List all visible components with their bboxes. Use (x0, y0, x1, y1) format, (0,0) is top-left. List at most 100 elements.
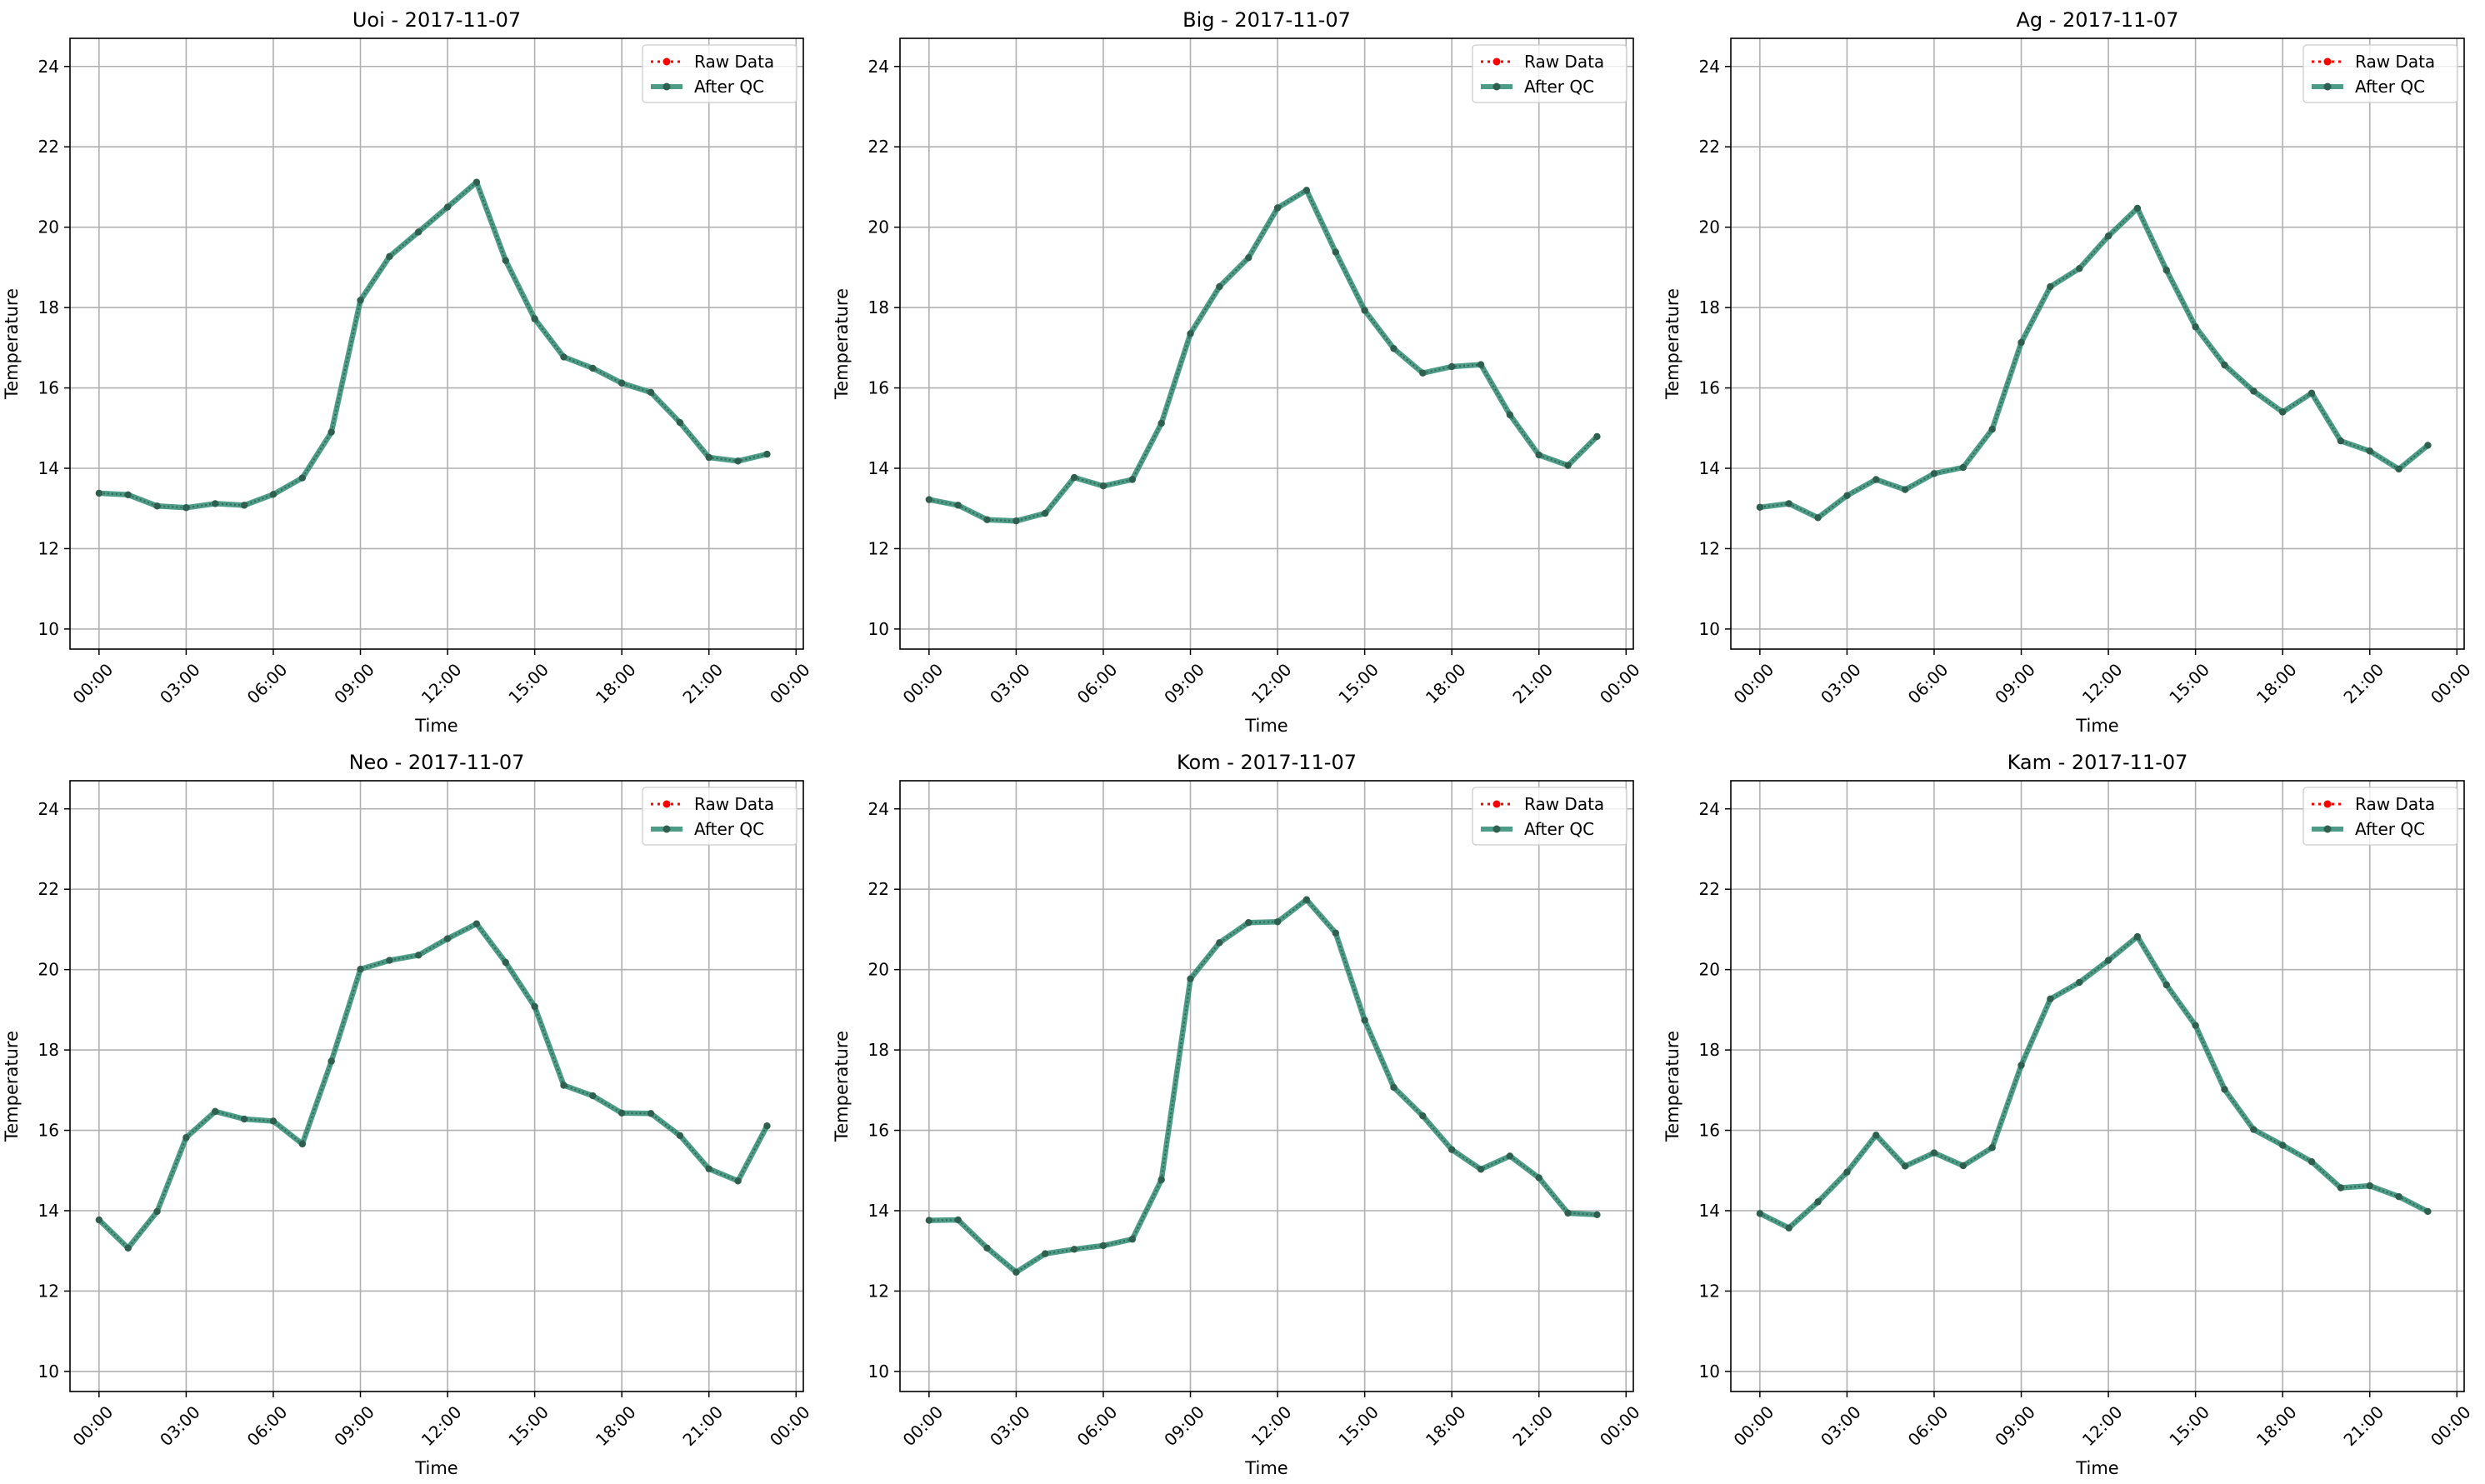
raw-point (1758, 1212, 1762, 1216)
raw-point (300, 1142, 305, 1147)
raw-point (1218, 284, 1222, 289)
series-raw-line (98, 922, 768, 1250)
raw-point (97, 1217, 102, 1222)
x-tick-label: 09:00 (330, 659, 378, 707)
legend-qc-marker (1492, 825, 1501, 833)
legend-qc-marker (1492, 82, 1501, 91)
series-group (925, 187, 1601, 525)
legend: Raw Data After QC (1472, 787, 1628, 846)
y-tick-label: 18 (1699, 1040, 1720, 1060)
y-tick-label: 24 (1699, 799, 1720, 819)
x-tick-label: 21:00 (2339, 1402, 2388, 1450)
raw-point (503, 960, 508, 965)
raw-point (1275, 206, 1280, 210)
subplot: 00:00 03:00 06:00 09:00 12:00 15:00 18:00 21:00… (2, 8, 814, 736)
raw-point (329, 1059, 333, 1063)
legend-raw-marker (1492, 800, 1501, 808)
raw-point (1247, 921, 1251, 925)
y-tick-label: 24 (38, 799, 59, 819)
raw-point (1566, 1211, 1570, 1216)
raw-point (474, 180, 479, 184)
x-tick-label: 18:00 (2252, 1402, 2301, 1450)
raw-point (2019, 340, 2023, 345)
y-axis-label: Temperature (2, 1031, 22, 1142)
raw-point (1478, 362, 1483, 367)
raw-point (1758, 505, 1762, 509)
legend-raw-marker (662, 800, 671, 808)
y-tick-label: 16 (868, 378, 889, 398)
subplot-title: Uoi - 2017-11-07 (352, 8, 521, 32)
raw-point (1362, 1018, 1367, 1022)
raw-point (2078, 980, 2082, 985)
raw-point (184, 506, 188, 510)
raw-point (445, 205, 450, 209)
grid (900, 781, 1633, 1392)
plot-area (1731, 38, 2464, 649)
x-tick-label: 00:00 (766, 1402, 814, 1450)
raw-point (1787, 1226, 1791, 1230)
legend-raw-label: Raw Data (1524, 794, 1604, 814)
raw-point (1508, 412, 1512, 417)
legend-qc-marker (662, 825, 671, 833)
series-raw-line (98, 180, 768, 509)
grid (1731, 38, 2464, 649)
raw-point (927, 1218, 932, 1222)
y-tick-label: 10 (868, 619, 889, 639)
x-tick-label: 18:00 (1422, 1402, 1470, 1450)
subplot: 00:00 03:00 06:00 09:00 12:00 15:00 18:00 21:00… (1662, 8, 2475, 736)
x-axis-label: Time (414, 1458, 458, 1478)
x-tick-label: 12:00 (418, 1402, 466, 1450)
x-tick-label: 00:00 (1596, 1402, 1644, 1450)
x-tick-label: 03:00 (1817, 659, 1865, 707)
x-tick-label: 00:00 (1596, 659, 1644, 707)
legend-qc-marker (2323, 82, 2332, 91)
x-tick-label: 12:00 (1248, 1402, 1296, 1450)
raw-point (2193, 325, 2198, 329)
x-tick-label: 09:00 (1160, 1402, 1208, 1450)
axes-frame (899, 780, 1634, 1392)
legend-qc-label: After QC (1524, 819, 1594, 839)
y-tick-label: 20 (868, 960, 889, 980)
raw-point (1392, 347, 1396, 351)
plot-area (900, 781, 1633, 1392)
subplot: 00:00 03:00 06:00 09:00 12:00 15:00 18:00 21:00… (1662, 751, 2475, 1478)
raw-point (1508, 1154, 1512, 1158)
raw-point (2426, 443, 2430, 447)
series-raw-line (928, 188, 1598, 522)
x-tick-label: 00:00 (2427, 1402, 2475, 1450)
y-tick-label: 20 (1699, 960, 1720, 980)
raw-point (648, 390, 653, 395)
raw-point (1101, 1243, 1106, 1248)
subplot-title: Kom - 2017-11-07 (1177, 751, 1357, 774)
x-tick-label: 21:00 (678, 1402, 727, 1450)
raw-point (1537, 452, 1541, 457)
raw-point (2135, 206, 2140, 211)
y-tick-label: 24 (1699, 57, 1720, 77)
legend-raw-marker (1492, 57, 1501, 66)
raw-point (619, 381, 624, 385)
x-tick-label: 15:00 (1334, 659, 1382, 707)
grid (1731, 781, 2464, 1392)
raw-point (1188, 977, 1192, 981)
legend-qc-marker (662, 82, 671, 91)
raw-point (927, 497, 932, 502)
y-axis-label: Temperature (2, 288, 22, 400)
x-tick-label: 00:00 (69, 659, 118, 707)
y-tick-label: 18 (1699, 297, 1720, 317)
x-tick-label: 18:00 (2252, 659, 2301, 707)
y-tick-label: 18 (868, 297, 889, 317)
y-tick-label: 22 (1699, 879, 1720, 899)
raw-point (1874, 477, 1878, 482)
raw-point (2164, 982, 2168, 987)
series-after-qc-line (1758, 933, 2429, 1231)
raw-point (1902, 487, 1908, 492)
y-tick-label: 10 (1699, 1362, 1720, 1382)
raw-point (271, 492, 276, 497)
raw-point (2106, 958, 2111, 962)
raw-point (956, 503, 960, 507)
raw-point (1392, 1085, 1396, 1090)
legend-raw-label: Raw Data (694, 52, 774, 72)
x-tick-label: 00:00 (1730, 659, 1778, 707)
grid (70, 38, 803, 649)
